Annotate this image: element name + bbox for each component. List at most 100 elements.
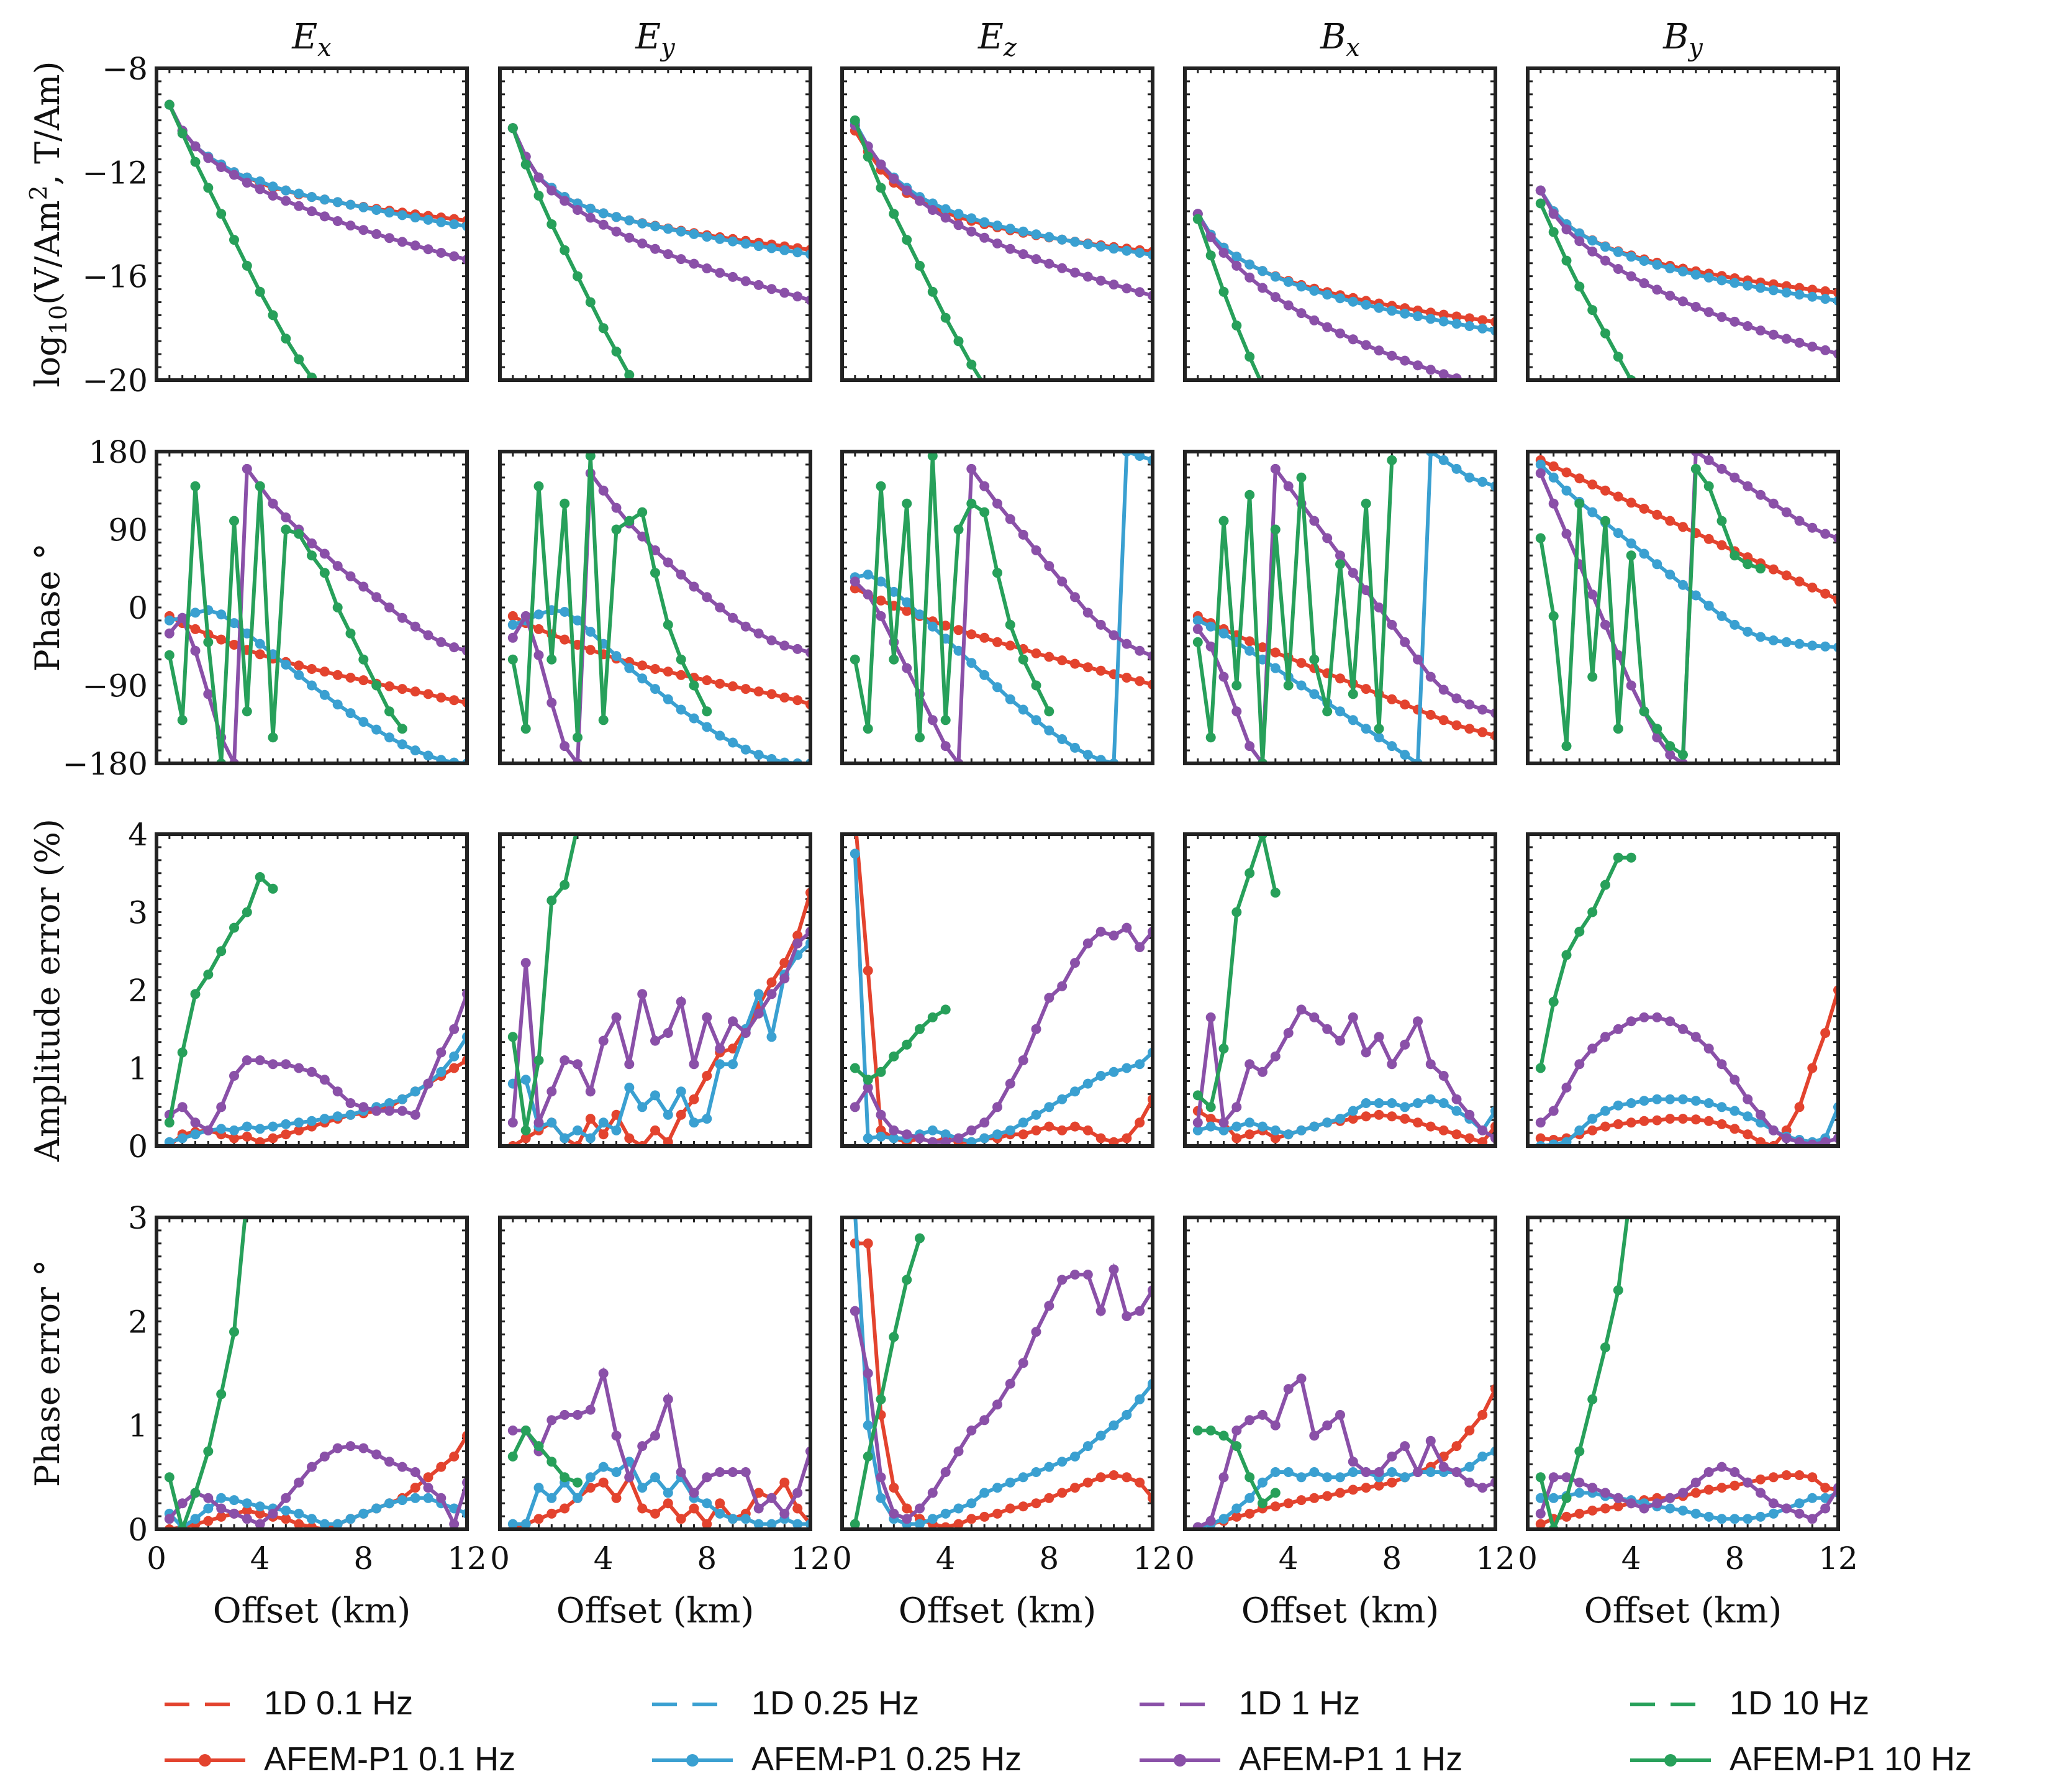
data-point bbox=[520, 1125, 531, 1135]
data-point bbox=[319, 689, 330, 700]
y-tick-label: 90 bbox=[108, 512, 148, 548]
data-point bbox=[1005, 694, 1015, 704]
data-point bbox=[1413, 1117, 1423, 1128]
data-point bbox=[1348, 715, 1358, 725]
data-point bbox=[294, 201, 304, 211]
data-point bbox=[242, 260, 252, 271]
column-title-sub: y bbox=[1687, 34, 1703, 62]
data-point bbox=[268, 1508, 278, 1519]
data-point bbox=[1283, 1467, 1294, 1477]
data-point bbox=[410, 1483, 420, 1493]
panel-amplitude_log10-Ex: −8 −12 −16 −20 bbox=[82, 51, 469, 399]
data-point bbox=[676, 654, 686, 665]
data-point bbox=[1057, 1125, 1068, 1135]
data-point bbox=[1205, 1426, 1216, 1435]
series-1d-1 Hz bbox=[1196, 213, 1467, 380]
data-point bbox=[436, 248, 447, 258]
panel-frame bbox=[155, 1216, 469, 1531]
data-point bbox=[650, 664, 660, 674]
data-point bbox=[850, 115, 860, 125]
column-title-base: B bbox=[1662, 17, 1689, 57]
data-point bbox=[573, 1059, 583, 1070]
legend-item: 1D 0.1 Hz bbox=[165, 1685, 413, 1722]
data-point bbox=[1218, 516, 1229, 526]
legend-swatch-marker bbox=[1664, 1754, 1677, 1767]
data-point bbox=[216, 1503, 227, 1514]
data-point bbox=[1451, 1467, 1462, 1477]
data-point bbox=[1561, 467, 1572, 478]
panel-frame bbox=[498, 832, 812, 1148]
data-point bbox=[560, 607, 570, 617]
data-point bbox=[1070, 658, 1080, 669]
data-point bbox=[1781, 507, 1792, 517]
series-afem-1 Hz bbox=[511, 468, 810, 763]
data-point bbox=[1031, 1467, 1041, 1477]
data-point bbox=[1639, 504, 1649, 514]
series-afem-0.1 Hz bbox=[512, 614, 810, 707]
column-title-sub: x bbox=[317, 34, 332, 62]
data-point bbox=[1413, 311, 1423, 322]
data-point bbox=[863, 1420, 873, 1430]
data-point bbox=[371, 205, 382, 215]
data-point bbox=[1548, 498, 1559, 509]
panel-phase_deg-Bx bbox=[1183, 450, 1497, 765]
data-point bbox=[177, 1498, 188, 1509]
data-point bbox=[332, 1519, 343, 1529]
data-point bbox=[1794, 1470, 1805, 1480]
data-point bbox=[546, 895, 557, 906]
data-point bbox=[1109, 1137, 1119, 1146]
data-point bbox=[1335, 550, 1345, 561]
data-point bbox=[332, 1111, 343, 1122]
data-point bbox=[1245, 1415, 1255, 1426]
data-point bbox=[546, 1493, 557, 1503]
data-point bbox=[1005, 243, 1015, 254]
data-point bbox=[546, 698, 557, 708]
data-point bbox=[307, 192, 317, 202]
panel-phase_error_deg-By: 0 4 8 12 bbox=[1518, 1216, 1858, 1576]
panel-frame bbox=[155, 450, 469, 765]
data-point bbox=[1122, 639, 1132, 649]
data-point bbox=[1231, 706, 1242, 717]
data-point bbox=[1270, 647, 1281, 658]
data-point bbox=[1270, 463, 1281, 474]
data-point bbox=[1018, 704, 1028, 715]
data-point bbox=[345, 708, 356, 719]
data-point bbox=[345, 673, 356, 683]
series-afem-1 Hz bbox=[511, 127, 810, 302]
data-point bbox=[560, 880, 570, 890]
data-point bbox=[979, 507, 990, 517]
data-point bbox=[940, 312, 951, 323]
data-point bbox=[319, 666, 330, 677]
data-point bbox=[1548, 996, 1559, 1007]
data-point bbox=[177, 1133, 188, 1144]
data-point bbox=[1820, 641, 1831, 652]
x-tick-label: 8 bbox=[1039, 1540, 1059, 1576]
data-point bbox=[1374, 1467, 1384, 1477]
data-point bbox=[915, 260, 925, 271]
data-point bbox=[1535, 1133, 1546, 1144]
data-point bbox=[1703, 272, 1714, 283]
data-point bbox=[436, 693, 447, 703]
data-point bbox=[1451, 463, 1462, 474]
panel-frame bbox=[155, 832, 469, 1148]
data-point bbox=[281, 524, 291, 535]
data-point bbox=[281, 1505, 291, 1516]
data-point bbox=[585, 297, 596, 307]
data-point bbox=[753, 1503, 764, 1514]
data-point bbox=[1794, 1508, 1805, 1519]
data-point bbox=[753, 686, 764, 697]
data-point bbox=[255, 639, 265, 649]
data-point bbox=[1387, 1451, 1397, 1462]
data-point bbox=[1477, 381, 1487, 391]
data-point bbox=[397, 1495, 407, 1506]
data-point bbox=[779, 640, 790, 651]
data-point bbox=[268, 1059, 278, 1070]
data-point bbox=[371, 592, 382, 603]
data-point bbox=[663, 557, 673, 568]
data-point bbox=[1690, 463, 1701, 474]
data-point bbox=[702, 232, 712, 242]
data-point bbox=[332, 216, 343, 226]
data-point bbox=[940, 1137, 951, 1146]
data-point bbox=[1600, 1032, 1610, 1042]
data-point bbox=[1730, 278, 1740, 288]
